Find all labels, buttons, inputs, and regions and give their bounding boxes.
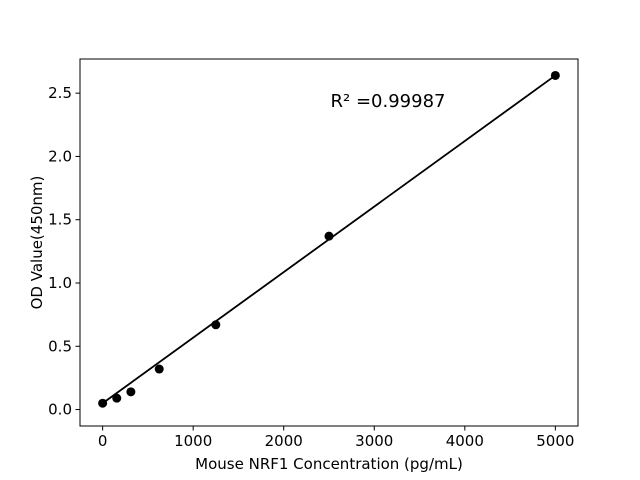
data-point: [112, 393, 122, 403]
y-tick-label: 1.0: [48, 274, 72, 292]
y-tick-label: 1.5: [48, 211, 72, 229]
data-point: [324, 231, 334, 241]
plot-border: [79, 58, 579, 427]
x-tick-label: 5000: [536, 432, 574, 450]
y-tick-label: 0.5: [48, 337, 72, 355]
data-point: [98, 398, 108, 408]
y-axis-label: OD Value(450nm): [28, 176, 46, 310]
x-tick-label: 3000: [355, 432, 393, 450]
y-tick-label: 0.0: [48, 401, 72, 419]
x-axis-label: Mouse NRF1 Concentration (pg/mL): [195, 455, 463, 473]
data-layer: [98, 70, 560, 408]
data-point: [211, 320, 221, 330]
x-tick-label: 1000: [174, 432, 212, 450]
y-tick-label: 2.5: [48, 84, 72, 102]
x-tick-label: 2000: [265, 432, 303, 450]
axes-layer: 0 1000 2000 3000 4000 5000 0.0 0.5 1.0 1.5 2.0 2.5: [48, 58, 579, 450]
data-point: [550, 70, 560, 80]
r-squared-annotation: R² =0.99987: [331, 91, 446, 112]
data-point: [126, 387, 136, 397]
x-tick-label: 4000: [446, 432, 484, 450]
x-tick-label: 0: [98, 432, 108, 450]
data-point: [154, 364, 164, 374]
y-tick-label: 2.0: [48, 147, 72, 165]
